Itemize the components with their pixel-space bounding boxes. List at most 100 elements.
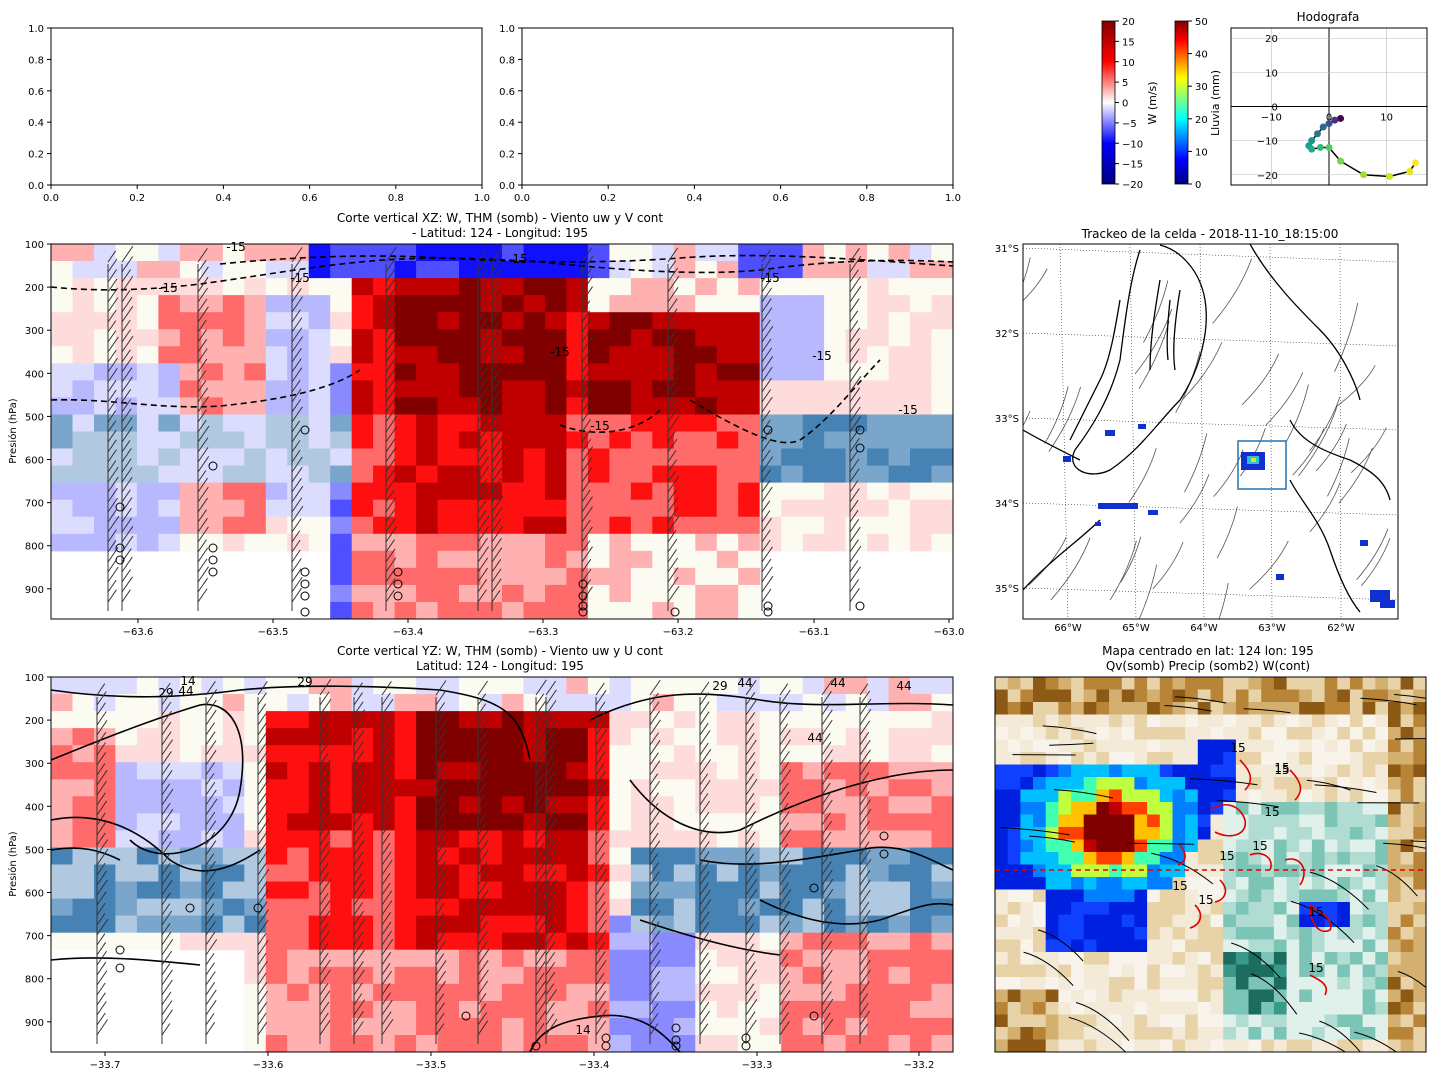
wind-barb [667, 365, 680, 383]
map-cell [1235, 1002, 1250, 1016]
wind-barb [96, 711, 107, 726]
map-cell [1071, 789, 1085, 803]
map-cell [1007, 927, 1021, 941]
heatmap-cell [523, 677, 546, 695]
heatmap-cell [910, 278, 933, 296]
map-cell [1033, 939, 1047, 953]
heatmap-cell [72, 813, 95, 831]
map-cell [1109, 752, 1123, 766]
wind-barb [107, 497, 119, 513]
map-cell [1375, 964, 1389, 978]
wind-barb [319, 779, 331, 796]
wind-barb [319, 1001, 330, 1016]
heatmap-cell [330, 261, 353, 279]
heatmap-cell [158, 881, 181, 900]
map-cell [1261, 777, 1275, 791]
map-cell [1388, 1027, 1402, 1041]
wind-barb [491, 287, 503, 303]
streamline [1044, 386, 1069, 444]
heatmap-cell [94, 295, 117, 313]
yz-ylabel: Presión (hPa) [7, 831, 19, 896]
heatmap-cell [437, 584, 460, 603]
map-cell [1185, 714, 1199, 728]
wind-barb [319, 1012, 329, 1026]
wind-barb [477, 889, 489, 906]
wind-barb [291, 388, 302, 403]
wind-barb [353, 1011, 364, 1026]
wind-barb [257, 800, 269, 816]
heatmap-cell [351, 1035, 374, 1052]
heatmap-cell [459, 295, 482, 313]
heatmap-cell [824, 312, 847, 330]
wind-barb [197, 329, 208, 343]
map-cell [1159, 777, 1174, 791]
heatmap-cell [179, 244, 202, 262]
heatmap-cell [265, 694, 288, 712]
wind-barb [581, 370, 591, 383]
map-cell [1007, 877, 1021, 891]
wind-barb [667, 275, 680, 293]
heatmap-cell [115, 898, 138, 917]
heatmap-cell [545, 1035, 568, 1052]
heatmap-cell [781, 728, 804, 746]
wind-barb [477, 466, 490, 483]
map-cell [1096, 739, 1110, 753]
wind-barb [385, 396, 398, 413]
map-cell [1121, 777, 1136, 791]
calm-wind-circle [115, 945, 125, 955]
heatmap-cell [201, 431, 224, 450]
map-cell [995, 964, 1009, 978]
map-cell [1400, 802, 1414, 816]
heatmap-cell [94, 261, 117, 279]
heatmap-cell [437, 448, 460, 467]
wind-barb [353, 969, 365, 986]
map-cell [1083, 927, 1097, 941]
heatmap-cell [716, 465, 739, 484]
map-cell [1248, 814, 1262, 828]
wind-barb [385, 385, 398, 403]
heatmap-cell [158, 762, 181, 780]
heatmap-cell [72, 431, 95, 450]
heatmap-cell [480, 244, 503, 262]
streamline [1184, 433, 1208, 493]
heatmap-cell [845, 898, 868, 917]
map-cell [1083, 877, 1097, 891]
map-cell [1172, 789, 1186, 803]
heatmap-cell [459, 312, 482, 330]
map-cell [1273, 914, 1288, 928]
heatmap-cell [910, 261, 933, 279]
wind-barb [381, 780, 392, 796]
map-cell [1261, 714, 1275, 728]
heatmap-cell [716, 1017, 739, 1036]
map-cell [1058, 727, 1072, 741]
wind-barb [761, 428, 772, 443]
wind-barb [477, 567, 488, 583]
wind-barb [761, 268, 772, 283]
heatmap-cell [587, 499, 610, 518]
wind-barb [435, 913, 445, 926]
heatmap-cell [931, 482, 953, 501]
heatmap-cell [888, 813, 911, 831]
wind-barb [107, 380, 117, 393]
map-cell [1185, 689, 1199, 703]
map-cell [1248, 977, 1262, 991]
heatmap-cell [931, 329, 953, 347]
map-cell [1311, 889, 1326, 903]
heatmap-cell [416, 932, 439, 951]
heatmap-cell [566, 694, 589, 712]
heatmap-cell [824, 932, 847, 951]
wind-barb [545, 689, 557, 706]
wind-barb [197, 539, 207, 553]
wind-barb [821, 812, 831, 826]
wind-barb [595, 868, 608, 886]
heatmap-cell [115, 482, 138, 501]
heatmap-cell [394, 762, 417, 780]
map-cell [1134, 902, 1148, 916]
wind-barb [535, 741, 546, 756]
map-cell [1058, 1027, 1072, 1041]
wind-barb [435, 712, 445, 726]
heatmap-cell [351, 567, 374, 586]
map-cell [1083, 777, 1097, 791]
wind-barb [745, 752, 756, 766]
map-cell [1400, 927, 1414, 941]
